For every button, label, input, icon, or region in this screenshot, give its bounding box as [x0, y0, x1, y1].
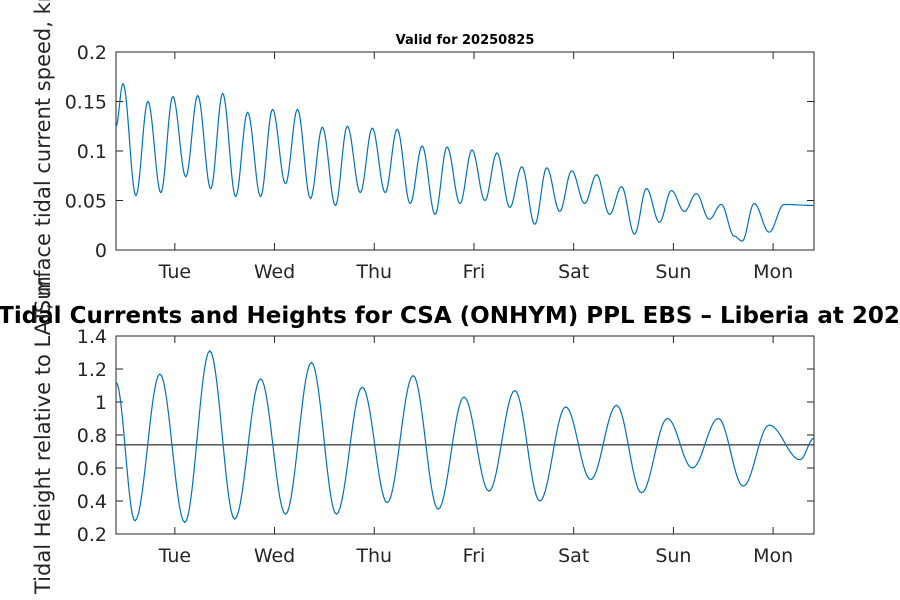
- x-tick-label: Fri: [463, 261, 486, 283]
- y-tick-label: 0.6: [77, 458, 107, 480]
- current-plot-area: [115, 51, 815, 251]
- y-tick-label: 0.1: [77, 141, 107, 163]
- height-plot-area: [115, 335, 815, 535]
- current-chart-title: Valid for 20250825: [396, 33, 535, 48]
- x-tick-label: Tue: [158, 261, 191, 283]
- x-tick-label: Sun: [655, 545, 691, 567]
- x-tick-label: Thu: [355, 545, 392, 567]
- current-speed-line: [115, 82, 815, 242]
- x-tick-label: Wed: [254, 545, 295, 567]
- y-tick-label: 0.2: [77, 524, 107, 546]
- y-tick-label: 0.8: [77, 425, 107, 447]
- x-tick-label: Sat: [558, 545, 589, 567]
- y-tick-label: 0.15: [65, 92, 107, 114]
- x-tick-label: Thu: [355, 261, 392, 283]
- y-tick-label: 0.2: [77, 42, 107, 64]
- y-tick-label: 1: [95, 392, 107, 414]
- tidal-chart-title: Tidal Currents and Heights for CSA (ONHY…: [0, 303, 900, 329]
- x-tick-label: Fri: [463, 545, 486, 567]
- current-speed-chart: Valid for 20250825 0 0.05 0.1 0.15 0.2 Tue We…: [31, 0, 815, 313]
- x-tick-label: Sun: [655, 261, 691, 283]
- current-y-axis-label: Surface tidal current speed, kn: [31, 0, 55, 313]
- y-tick-label: 0: [95, 240, 107, 262]
- x-tick-label: Tue: [158, 545, 191, 567]
- y-tick-label: 0.4: [77, 491, 107, 513]
- y-tick-label: 1.4: [77, 326, 107, 348]
- x-tick-label: Mon: [753, 261, 793, 283]
- tidal-height-chart: Tidal Currents and Heights for CSA (ONHY…: [0, 276, 900, 595]
- tidal-height-line: [115, 349, 815, 524]
- x-tick-label: Sat: [558, 261, 589, 283]
- height-y-axis-label: Tidal Height relative to LAT, m: [31, 276, 55, 595]
- x-tick-label: Wed: [254, 261, 295, 283]
- y-tick-label: 0.05: [65, 191, 107, 213]
- y-tick-label: 1.2: [77, 359, 107, 381]
- x-tick-label: Mon: [753, 545, 793, 567]
